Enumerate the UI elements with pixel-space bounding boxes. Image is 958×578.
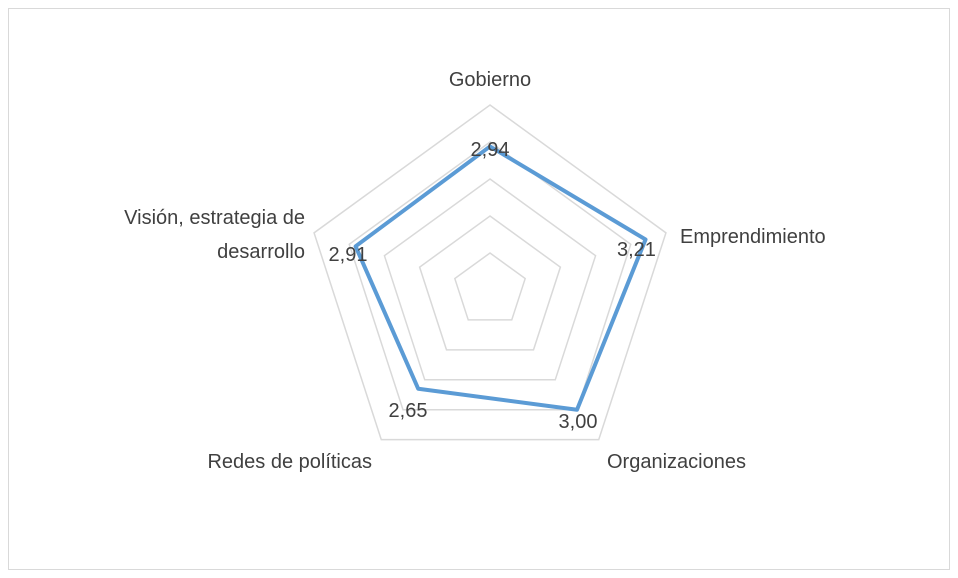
chart-border <box>8 8 950 570</box>
category-label: Gobierno <box>448 69 532 91</box>
grid-ring <box>348 141 632 411</box>
data-label: 2,94 <box>470 139 510 161</box>
grid-ring <box>383 178 597 381</box>
data-label: 2,91 <box>328 244 368 266</box>
data-label: 2,65 <box>388 400 428 422</box>
data-label: 3,21 <box>617 239 656 261</box>
data-label: 3,00 <box>558 411 598 433</box>
data-line <box>353 144 648 412</box>
grid-ring <box>453 252 527 321</box>
grid-ring <box>313 104 667 441</box>
grid-ring <box>418 215 562 351</box>
category-label: Organizaciones <box>607 451 746 473</box>
category-label: Emprendimiento <box>680 226 826 248</box>
category-label: Visión, estrategia de desarrollo <box>124 207 305 263</box>
category-label: Redes de políticas <box>207 451 372 473</box>
